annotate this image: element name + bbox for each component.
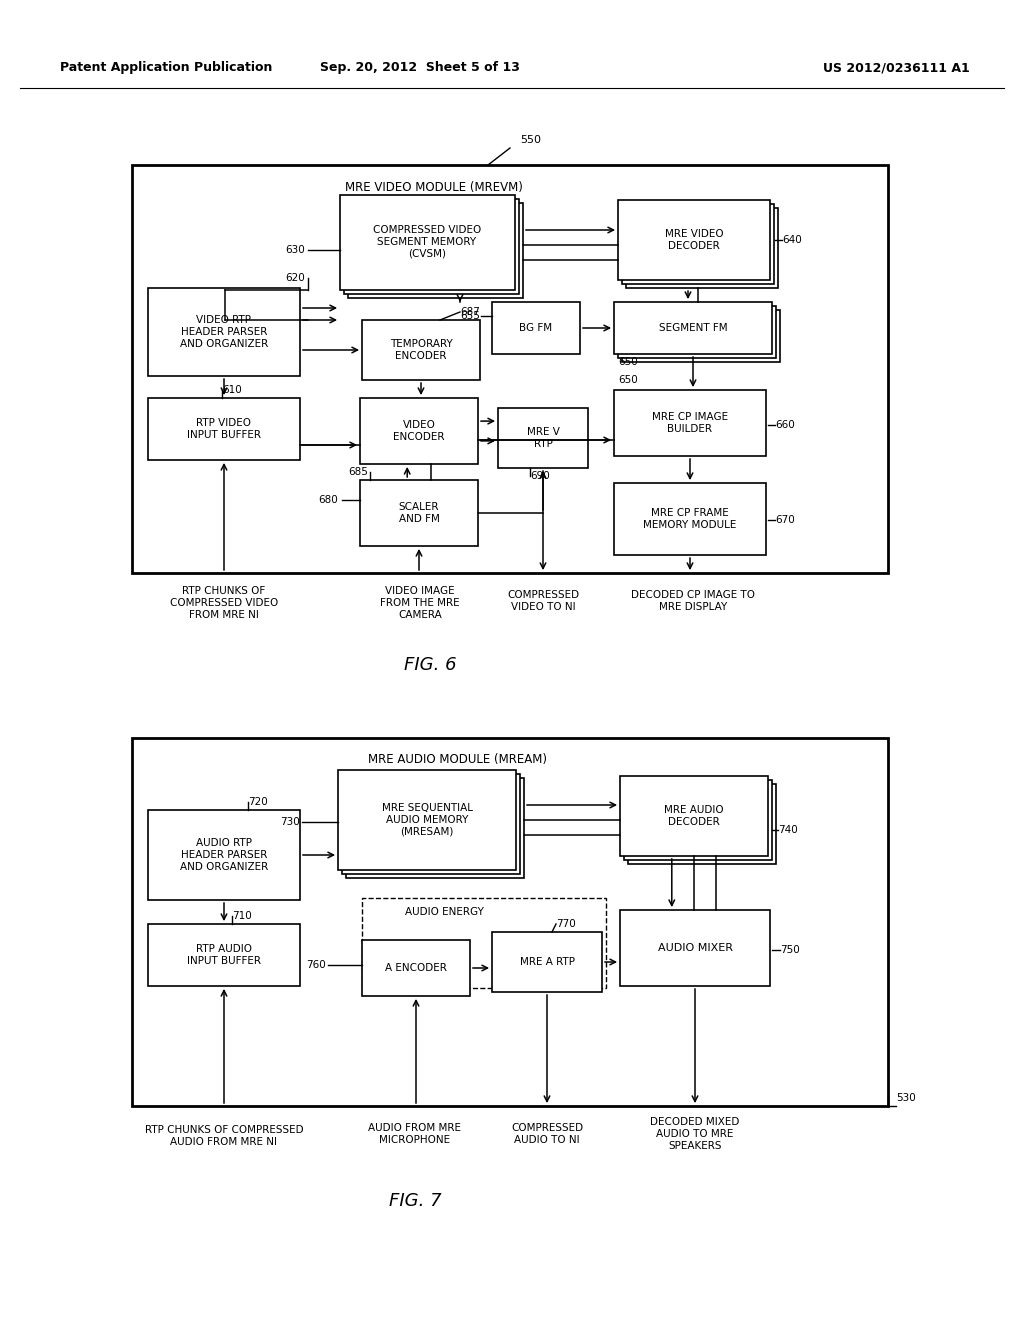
Text: SEGMENT FM: SEGMENT FM [658,323,727,333]
Text: AUDIO ENERGY: AUDIO ENERGY [406,907,484,917]
Text: MRE SEQUENTIAL
AUDIO MEMORY
(MRESAM): MRE SEQUENTIAL AUDIO MEMORY (MRESAM) [382,804,472,837]
Text: RTP AUDIO
INPUT BUFFER: RTP AUDIO INPUT BUFFER [187,944,261,966]
Bar [360,480,478,546]
Text: 660: 660 [775,420,795,430]
Text: TEMPORARY
ENCODER: TEMPORARY ENCODER [389,339,453,360]
Bar [342,774,520,874]
Text: 710: 710 [232,911,252,921]
Text: DECODED CP IMAGE TO
MRE DISPLAY: DECODED CP IMAGE TO MRE DISPLAY [631,590,755,611]
Bar [492,302,580,354]
Text: 760: 760 [306,960,326,970]
Text: RTP CHUNKS OF
COMPRESSED VIDEO
FROM MRE NI: RTP CHUNKS OF COMPRESSED VIDEO FROM MRE … [170,586,279,619]
Text: MRE A RTP: MRE A RTP [519,957,574,968]
Bar [614,483,766,554]
Bar [628,784,776,865]
Text: DECODED MIXED
AUDIO TO MRE
SPEAKERS: DECODED MIXED AUDIO TO MRE SPEAKERS [650,1118,739,1151]
Bar [348,203,523,298]
Text: AUDIO FROM MRE
MICROPHONE: AUDIO FROM MRE MICROPHONE [369,1123,462,1144]
Text: MRE AUDIO
DECODER: MRE AUDIO DECODER [665,805,724,826]
Text: MRE VIDEO
DECODER: MRE VIDEO DECODER [665,230,723,251]
Bar [344,199,519,294]
Text: 630: 630 [285,246,305,255]
Bar [132,738,888,1106]
Text: Sep. 20, 2012  Sheet 5 of 13: Sep. 20, 2012 Sheet 5 of 13 [321,62,520,74]
Text: 687: 687 [460,308,480,317]
Text: RTP CHUNKS OF COMPRESSED
AUDIO FROM MRE NI: RTP CHUNKS OF COMPRESSED AUDIO FROM MRE … [144,1125,303,1147]
Text: 680: 680 [318,495,338,506]
Text: MRE AUDIO MODULE (MREAM): MRE AUDIO MODULE (MREAM) [368,754,547,767]
Bar [620,776,768,855]
Bar [620,909,770,986]
Text: VIDEO
ENCODER: VIDEO ENCODER [393,420,444,442]
Text: 690: 690 [530,471,550,480]
Text: COMPRESSED VIDEO
SEGMENT MEMORY
(CVSM): COMPRESSED VIDEO SEGMENT MEMORY (CVSM) [373,226,481,259]
Text: 730: 730 [280,817,300,828]
Text: 670: 670 [775,515,795,525]
Text: Patent Application Publication: Patent Application Publication [60,62,272,74]
Text: AUDIO MIXER: AUDIO MIXER [657,942,732,953]
Bar [148,399,300,459]
Text: 550: 550 [520,135,541,145]
Bar [498,408,588,469]
Text: 740: 740 [778,825,798,836]
Text: FIG. 6: FIG. 6 [403,656,457,675]
Text: 750: 750 [780,945,800,954]
Bar [614,302,772,354]
Bar [148,810,300,900]
Text: 720: 720 [248,797,267,807]
Text: VIDEO RTP
HEADER PARSER
AND ORGANIZER: VIDEO RTP HEADER PARSER AND ORGANIZER [180,315,268,348]
Text: 640: 640 [782,235,802,246]
Text: SCALER
AND FM: SCALER AND FM [398,502,439,524]
Bar [148,288,300,376]
Text: MRE V
RTP: MRE V RTP [526,428,559,449]
Bar [492,932,602,993]
Text: 620: 620 [285,273,305,282]
Text: MRE CP IMAGE
BUILDER: MRE CP IMAGE BUILDER [652,412,728,434]
Text: 655: 655 [460,312,480,321]
Text: 770: 770 [556,919,575,929]
Text: VIDEO IMAGE
FROM THE MRE
CAMERA: VIDEO IMAGE FROM THE MRE CAMERA [380,586,460,619]
Bar [626,209,778,288]
Text: 610: 610 [222,385,242,395]
Bar [622,205,774,284]
Text: 685: 685 [348,467,368,477]
Bar [132,165,888,573]
Text: MRE CP FRAME
MEMORY MODULE: MRE CP FRAME MEMORY MODULE [643,508,736,529]
Bar [624,780,772,861]
Bar [360,399,478,465]
Text: AUDIO RTP
HEADER PARSER
AND ORGANIZER: AUDIO RTP HEADER PARSER AND ORGANIZER [180,838,268,871]
Bar [338,770,516,870]
Bar [148,924,300,986]
Text: 530: 530 [896,1093,915,1104]
Bar [346,777,524,878]
Text: COMPRESSED
AUDIO TO NI: COMPRESSED AUDIO TO NI [511,1123,583,1144]
Text: BG FM: BG FM [519,323,553,333]
Text: A ENCODER: A ENCODER [385,964,446,973]
Text: 650: 650 [618,375,638,385]
Text: US 2012/0236111 A1: US 2012/0236111 A1 [823,62,970,74]
Bar [362,898,606,987]
Bar [340,195,515,290]
Text: COMPRESSED
VIDEO TO NI: COMPRESSED VIDEO TO NI [507,590,579,611]
Bar [362,319,480,380]
Bar [618,201,770,280]
Bar [618,306,776,358]
Text: RTP VIDEO
INPUT BUFFER: RTP VIDEO INPUT BUFFER [187,418,261,440]
Text: FIG. 7: FIG. 7 [389,1192,441,1210]
Bar [614,389,766,455]
Bar [362,940,470,997]
Text: 650: 650 [618,356,638,367]
Text: MRE VIDEO MODULE (MREVM): MRE VIDEO MODULE (MREVM) [345,181,523,194]
Bar [622,310,780,362]
